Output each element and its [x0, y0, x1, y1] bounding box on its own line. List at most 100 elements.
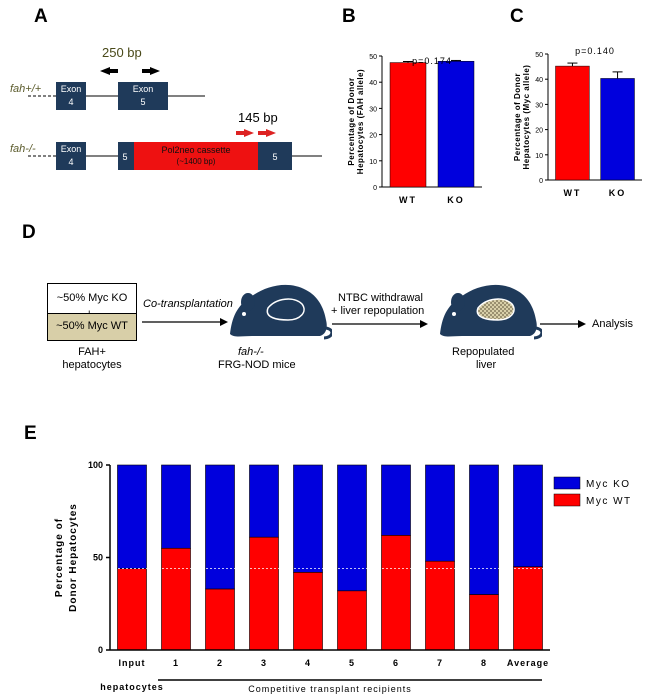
wt-exon5-num: 5: [140, 97, 145, 107]
y-tick-label: 40: [369, 80, 377, 87]
fah-mice-label: fah-/-: [238, 346, 264, 358]
primer-reverse-250-icon: [142, 67, 160, 75]
myc-ko-box: ~50% Myc KO: [47, 283, 137, 315]
chart-b: 0 10 20 30 40 50 Percentage of Donor Hepatocyte…: [347, 54, 482, 205]
cassette-label: Pol2neo cassette: [161, 145, 230, 155]
legend-label-ko: Myc KO: [586, 479, 631, 490]
chart-c: 0 10 20 30 40 50 Percentage of Donor Hepatocyte…: [513, 46, 642, 198]
x-tick-label-ko: KO: [609, 188, 627, 198]
bar-wt: [389, 62, 427, 188]
ko-exon5-right-num: 5: [272, 152, 277, 162]
ko-exon4-num: 4: [68, 157, 73, 167]
x-input-sublabel: hepatocytes: [100, 682, 164, 692]
bar-wt-input: [117, 568, 147, 651]
x-tick-label: Input: [119, 658, 146, 668]
x-tick-label: 8: [481, 658, 487, 668]
wt-allele-label: fah+/+: [10, 83, 42, 95]
bar-ko-4: [293, 464, 323, 573]
bar-ko-average: [513, 464, 543, 568]
bar-ko-6: [381, 464, 411, 536]
legend-swatch-wt: [553, 493, 581, 507]
chart-e: Input 1 2 3 4 5 6 7 8 Average 0 50 100 Percentage of D…: [54, 460, 632, 694]
legend-swatch-ko: [553, 476, 581, 490]
x-tick-label-wt: WT: [563, 188, 581, 198]
fah-hepatocytes-label-1: FAH+: [78, 346, 106, 358]
wt-exon4-box: [56, 82, 86, 110]
x-tick-label: 7: [437, 658, 443, 668]
repopulated-mouse-icon: [440, 284, 542, 340]
ko-exon5-left-num: 5: [122, 152, 127, 162]
y-tick-label: 30: [369, 106, 377, 113]
bar-ko-7: [425, 464, 455, 562]
x-tick-label: 6: [393, 658, 399, 668]
y-tick-label: 10: [535, 153, 543, 160]
analysis-label: Analysis: [592, 318, 633, 330]
bar-wt-5: [337, 590, 367, 651]
y-tick-label: 50: [535, 52, 543, 59]
arrow-1-icon: [142, 318, 228, 326]
primer-250-label: 250 bp: [102, 45, 142, 60]
x-tick-label: 3: [261, 658, 267, 668]
bar-wt-7: [425, 560, 455, 651]
wt-exon4-num: 4: [68, 97, 73, 107]
bar-ko-5: [337, 464, 367, 592]
x-tick-label: 1: [173, 658, 179, 668]
y-tick-label: 20: [369, 133, 377, 140]
co-transplantation-label: Co-transplantation: [143, 298, 233, 310]
pol2neo-cassette: [134, 142, 258, 170]
myc-wt-box: ~50% Myc WT: [47, 313, 137, 341]
ntbc-label-1: NTBC withdrawal: [338, 292, 423, 304]
x-tick-label: 4: [305, 658, 311, 668]
bar-ko-2: [205, 464, 235, 590]
bar-ko: [600, 78, 635, 181]
fah-hepatocytes-label-2: hepatocytes: [62, 359, 122, 371]
panel-label-b: B: [342, 6, 356, 27]
wt-exon4-label: Exon: [61, 84, 82, 94]
legend-label-wt: Myc WT: [586, 496, 632, 507]
x-axis-label: Competitive transplant recipients: [248, 684, 412, 694]
myc-wt-box-text: ~50% Myc WT: [56, 320, 128, 332]
myc-ko-box-text: ~50% Myc KO: [56, 292, 128, 304]
y-axis-label-line1: Percentage of Donor: [513, 73, 522, 161]
wt-exon5-box: [118, 82, 168, 110]
panel-label-d: D: [22, 222, 36, 243]
panel-label-c: C: [510, 6, 524, 27]
y-tick-label: 100: [88, 460, 103, 470]
bar-ko-1: [161, 464, 191, 549]
repopulated-label-1: Repopulated: [452, 346, 515, 358]
y-axis-label-line1: Percentage of Donor: [347, 77, 356, 165]
arrow-2-icon: [332, 320, 428, 328]
gene-diagram: fah+/+ Exon 4 Exon 5 250 bp fah-/- Exon …: [10, 45, 322, 170]
y-axis-label-line1: Percentage of: [54, 518, 65, 597]
primer-145-label: 145 bp: [238, 110, 278, 125]
y-tick-label: 50: [93, 553, 103, 563]
arrow-3-icon: [540, 320, 586, 328]
bar-wt-2: [205, 588, 235, 651]
y-axis-label-line2: Hepatocytes (Myc allele): [522, 65, 531, 170]
x-tick-label: Average: [507, 658, 549, 668]
cassette-size: (~1400 bp): [177, 157, 216, 166]
ko-allele-label: fah-/-: [10, 143, 36, 155]
bar-wt: [555, 65, 590, 181]
y-tick-label: 40: [535, 77, 543, 84]
bar-wt-4: [293, 572, 323, 651]
y-tick-label: 0: [539, 178, 543, 185]
p-value-annotation: p=0.140: [575, 46, 615, 56]
frg-nod-label: FRG-NOD mice: [218, 359, 296, 371]
primer-reverse-145-icon: [258, 129, 276, 137]
mouse-icon: [230, 284, 332, 340]
panel-label-e: E: [24, 423, 37, 444]
y-tick-label: 0: [373, 185, 377, 192]
x-tick-label-ko: KO: [447, 195, 465, 205]
repopulated-label-2: liver: [476, 359, 497, 371]
y-tick-label: 20: [535, 128, 543, 135]
bar-wt-1: [161, 547, 191, 651]
x-tick-label: 2: [217, 658, 223, 668]
bar-wt-6: [381, 535, 411, 651]
bar-ko-input: [117, 464, 147, 569]
x-tick-label: 5: [349, 658, 355, 668]
bar-ko-8: [469, 464, 499, 595]
y-axis-label-line2: Hepatocytes (FAH allele): [356, 69, 365, 174]
wt-exon5-label: Exon: [133, 84, 154, 94]
p-value-annotation: p=0.174: [412, 56, 452, 66]
